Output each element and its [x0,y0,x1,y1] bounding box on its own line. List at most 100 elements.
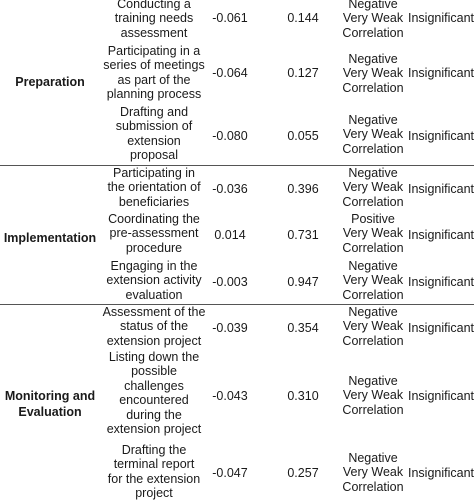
interpretation-line: Negative [348,0,398,11]
p-value: 0.396 [287,182,319,196]
group-divider [0,165,474,166]
p-value: 0.310 [287,389,319,403]
interpretation-line: Negative [348,374,398,388]
interpretation-line: Correlation [342,479,404,494]
activity-line: possible [131,364,177,379]
interpretation-line: Very Weak [342,273,404,288]
interpretation-line: Correlation [342,333,404,348]
interpretation-line: Very Weak [342,127,404,142]
activity-line: Conducting a [117,0,191,11]
group-label-text: Preparation [15,75,85,89]
activity-line: extension project [106,333,202,348]
activity-line: extension activity [106,273,202,288]
interpretation-line: Correlation [342,25,404,40]
activity-line: during the [126,407,182,422]
activity-line: beneficiaries [118,194,190,209]
activity-line: extension [127,133,181,148]
interpretation-cell: Negative Very Weak Correlation [336,166,410,209]
interpretation-cell: Negative Very Weak Correlation [336,52,410,95]
activity-line: Participating in [113,166,195,180]
activity-line: series of meetings [103,58,205,73]
activity-cell: Assessment of the status of the extensio… [94,305,214,348]
group-label-line: Evaluation [18,405,82,419]
activity-cell: Participating in a series of meetings as… [94,44,214,102]
interpretation-line: Negative [348,113,398,127]
interpretation-line: Correlation [342,240,404,255]
significance-value: Insignificant [408,66,474,80]
significance-value: Insignificant [408,275,474,289]
activity-line: Participating in a [107,44,201,58]
activity-cell: Drafting and submission of extension pro… [94,105,214,163]
activity-line: pre-assessment [109,226,199,241]
interpretation-cell: Negative Very Weak Correlation [336,374,410,417]
interpretation-line: Very Weak [342,226,404,241]
p-value: 0.354 [287,321,319,335]
group-label-line: Monitoring and [4,389,96,403]
interpretation-line: Very Weak [342,180,404,195]
r-value: -0.061 [212,11,248,25]
r-value: -0.080 [212,129,248,143]
interpretation-line: Negative [348,305,398,319]
r-value: -0.064 [212,66,248,80]
activity-line: project [135,486,173,501]
group-label: Monitoring and Evaluation [0,388,100,420]
interpretation-cell: Negative Very Weak Correlation [336,113,410,156]
interpretation-line: Negative [348,52,398,66]
r-value: 0.014 [214,228,246,242]
interpretation-cell: Negative Very Weak Correlation [336,0,410,40]
interpretation-line: Negative [348,259,398,273]
activity-line: Coordinating the [108,212,200,226]
activity-line: Listing down the [108,350,200,364]
r-value: -0.043 [212,389,248,403]
activity-line: Drafting and [119,105,189,119]
activity-line: encountered [119,393,189,408]
p-value: 0.947 [287,275,319,289]
activity-line: assessment [120,25,188,40]
p-value: 0.731 [287,228,319,242]
significance-value: Insignificant [408,228,474,242]
activity-line: procedure [125,240,183,255]
activity-line: planning process [106,87,202,102]
p-value: 0.144 [287,11,319,25]
r-value: -0.039 [212,321,248,335]
interpretation-line: Very Weak [342,388,404,403]
significance-value: Insignificant [408,129,474,143]
interpretation-cell: Negative Very Weak Correlation [336,305,410,348]
p-value: 0.257 [287,466,319,480]
interpretation-line: Correlation [342,402,404,417]
r-value: -0.036 [212,182,248,196]
activity-line: for the extension [107,471,201,486]
interpretation-line: Very Weak [342,11,404,26]
significance-value: Insignificant [408,11,474,25]
interpretation-line: Very Weak [342,465,404,480]
activity-line: Engaging in the [110,259,198,273]
interpretation-line: Negative [348,166,398,180]
activity-line: Drafting the [121,443,187,457]
significance-value: Insignificant [408,182,474,196]
interpretation-line: Very Weak [342,66,404,81]
activity-line: training needs [114,11,194,26]
p-value: 0.055 [287,129,319,143]
interpretation-line: Correlation [342,287,404,302]
group-divider [0,304,474,305]
activity-line: proposal [130,148,178,163]
activity-line: the orientation of [107,180,201,195]
activity-line: as part of the [117,72,191,87]
activity-line: evaluation [125,287,183,302]
interpretation-line: Positive [351,212,395,226]
interpretation-line: Negative [348,451,398,465]
significance-value: Insignificant [408,321,474,335]
activity-cell: Drafting the terminal report for the ext… [94,443,214,501]
activity-line: challenges [124,378,184,393]
interpretation-cell: Negative Very Weak Correlation [336,451,410,494]
interpretation-line: Correlation [342,80,404,95]
interpretation-line: Correlation [342,194,404,209]
activity-line: extension project [106,422,202,437]
r-value: -0.047 [212,466,248,480]
activity-line: status of the [119,319,189,334]
r-value: -0.003 [212,275,248,289]
interpretation-line: Correlation [342,141,404,156]
activity-line: terminal report [113,457,195,472]
significance-value: Insignificant [408,389,474,403]
